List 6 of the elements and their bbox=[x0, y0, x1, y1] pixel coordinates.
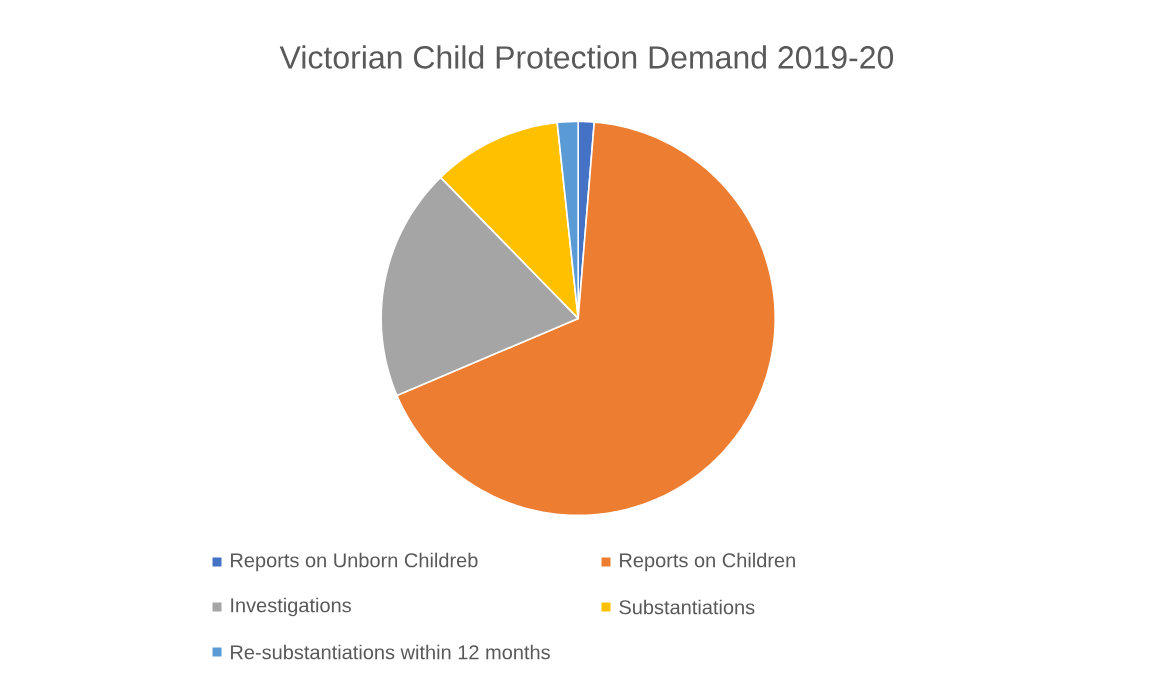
legend-label: Reports on Children bbox=[620, 552, 795, 572]
chart-title: Victorian Child Protection Demand 2019-20 bbox=[279, 45, 894, 69]
legend-label: Reports on Unborn Childreb bbox=[231, 552, 478, 572]
legend-label: Investigations bbox=[231, 597, 351, 617]
legend-label: Re-substantiations within 12 months bbox=[231, 644, 550, 660]
legend-label: Substantiations bbox=[619, 599, 755, 615]
